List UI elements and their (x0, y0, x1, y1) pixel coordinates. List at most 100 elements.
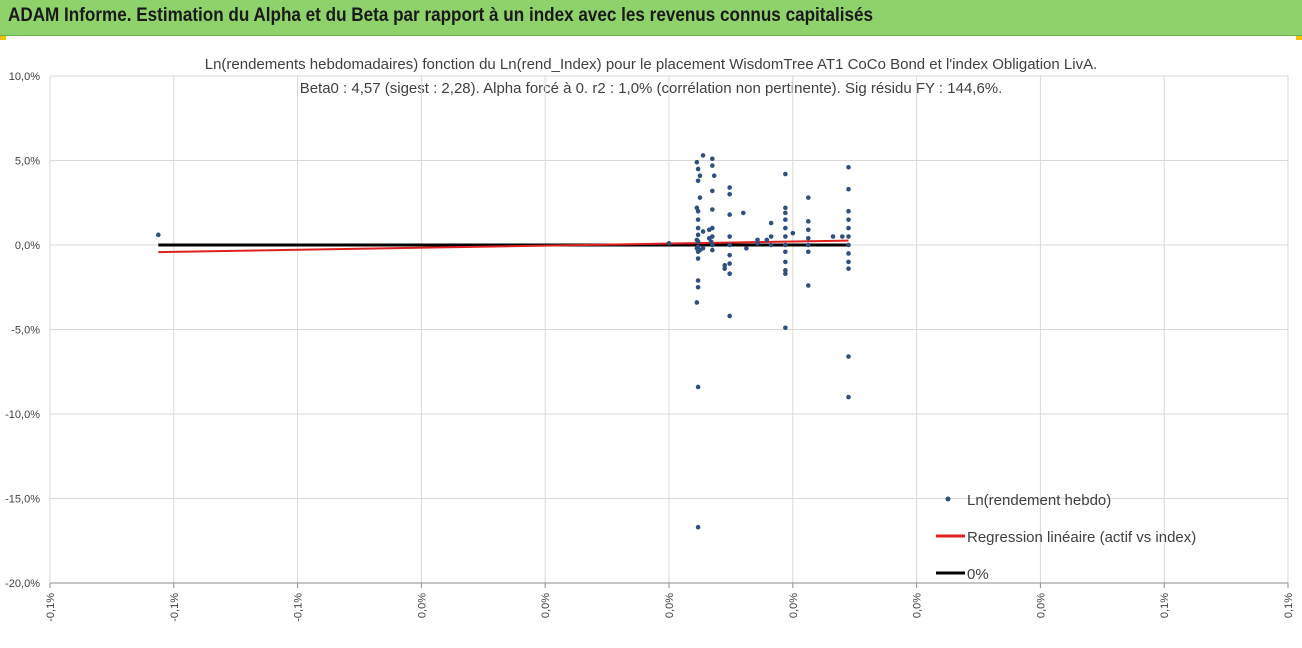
chart-title-line-2: Beta0 : 4,57 (sigest : 2,28). Alpha forc… (299, 80, 1003, 97)
data-point (846, 354, 851, 359)
regression-line (158, 239, 849, 254)
data-point (783, 217, 788, 222)
legend: Ln(rendement hebdo) Regression linéaire (… (936, 492, 1196, 583)
data-point (783, 234, 788, 239)
data-point (695, 225, 701, 231)
data-point (783, 249, 788, 255)
data-point (744, 246, 749, 251)
data-point (790, 230, 796, 236)
data-point (722, 266, 728, 271)
y-tick-label: -15,0% (5, 494, 40, 506)
data-point (710, 247, 715, 253)
data-point (783, 171, 788, 177)
data-point (805, 283, 811, 288)
data-point (695, 208, 701, 214)
x-tick-label: 0,0% (1035, 593, 1047, 618)
x-tick-label: 0,0% (416, 593, 428, 618)
chart-title-line-1: Ln(rendements hebdomadaires) fonction du… (204, 56, 1098, 73)
data-point (846, 394, 851, 400)
data-point (697, 173, 703, 179)
data-point (710, 156, 715, 162)
data-point (783, 225, 788, 231)
data-point (755, 241, 760, 246)
data-point (695, 166, 701, 172)
data-point (727, 313, 732, 319)
data-point (727, 242, 732, 248)
data-point (710, 207, 715, 212)
data-point (727, 185, 732, 190)
data-point (805, 227, 811, 233)
data-point (805, 249, 811, 255)
data-point (695, 384, 701, 390)
data-point (711, 173, 717, 179)
data-point (846, 259, 851, 265)
data-point (710, 242, 715, 248)
data-point (846, 242, 851, 248)
x-tick-label: 0,1% (1159, 593, 1171, 618)
data-point (727, 192, 732, 197)
data-point (695, 524, 701, 530)
data-point (727, 261, 732, 266)
axis-layer: 10,0% 5,0% 0,0% -5,0% -10,0% -15,0% -20,0% -0,1… (5, 71, 1295, 622)
data-point (846, 266, 851, 271)
x-tick-label: -0,1% (169, 593, 181, 622)
data-point (805, 195, 811, 200)
data-point (846, 251, 851, 256)
data-point (700, 153, 706, 158)
title-banner: ADAM Informe. Estimation du Alpha et du … (0, 0, 1302, 36)
data-point (727, 271, 732, 277)
x-tick-label: 0,0% (664, 593, 676, 618)
data-point (846, 234, 851, 239)
data-point (783, 210, 788, 216)
data-point (695, 284, 701, 290)
data-point (846, 164, 851, 170)
data-point (783, 325, 788, 331)
window-title: ADAM Informe. Estimation du Alpha et du … (8, 5, 874, 26)
data-point (846, 217, 851, 222)
y-tick-label: -10,0% (5, 409, 40, 421)
data-point (840, 234, 845, 239)
data-point (830, 234, 836, 239)
data-point (783, 259, 788, 265)
data-point (783, 271, 788, 277)
data-point (805, 242, 811, 248)
data-point (805, 235, 811, 241)
legend-label: 0% (967, 566, 989, 583)
data-point (710, 234, 715, 239)
data-point (783, 205, 788, 211)
data-point (695, 232, 701, 238)
data-point (695, 217, 701, 222)
data-point (697, 195, 703, 200)
data-point (710, 225, 715, 231)
data-point (700, 246, 706, 251)
data-point (710, 188, 715, 194)
x-tick-label: 0,0% (912, 593, 924, 618)
data-point (666, 241, 672, 246)
data-point (768, 220, 774, 226)
x-tick-label: 0,1% (1283, 593, 1295, 618)
data-point (727, 212, 732, 217)
y-tick-label: 10,0% (9, 71, 40, 83)
data-point (700, 229, 706, 234)
data-point (695, 244, 701, 249)
data-point (695, 239, 701, 244)
y-tick-label: -5,0% (11, 325, 40, 337)
data-point (768, 234, 774, 239)
banner-corner-right (1296, 36, 1302, 40)
data-point (764, 237, 770, 243)
x-tick-label: 0,0% (540, 593, 552, 618)
data-point (156, 232, 161, 238)
data-point (727, 252, 732, 258)
data-point (694, 159, 700, 165)
legend-label: Ln(rendement hebdo) (967, 492, 1111, 509)
x-tick-label: -0,1% (293, 593, 305, 622)
data-point (740, 210, 746, 216)
data-point (727, 234, 732, 239)
legend-marker-points (945, 496, 951, 502)
y-tick-label: -20,0% (5, 578, 40, 590)
data-point (783, 268, 788, 273)
data-point (768, 242, 774, 248)
y-tick-label: 5,0% (15, 156, 40, 168)
data-point (695, 256, 701, 261)
x-tick-label: -0,1% (45, 593, 57, 622)
